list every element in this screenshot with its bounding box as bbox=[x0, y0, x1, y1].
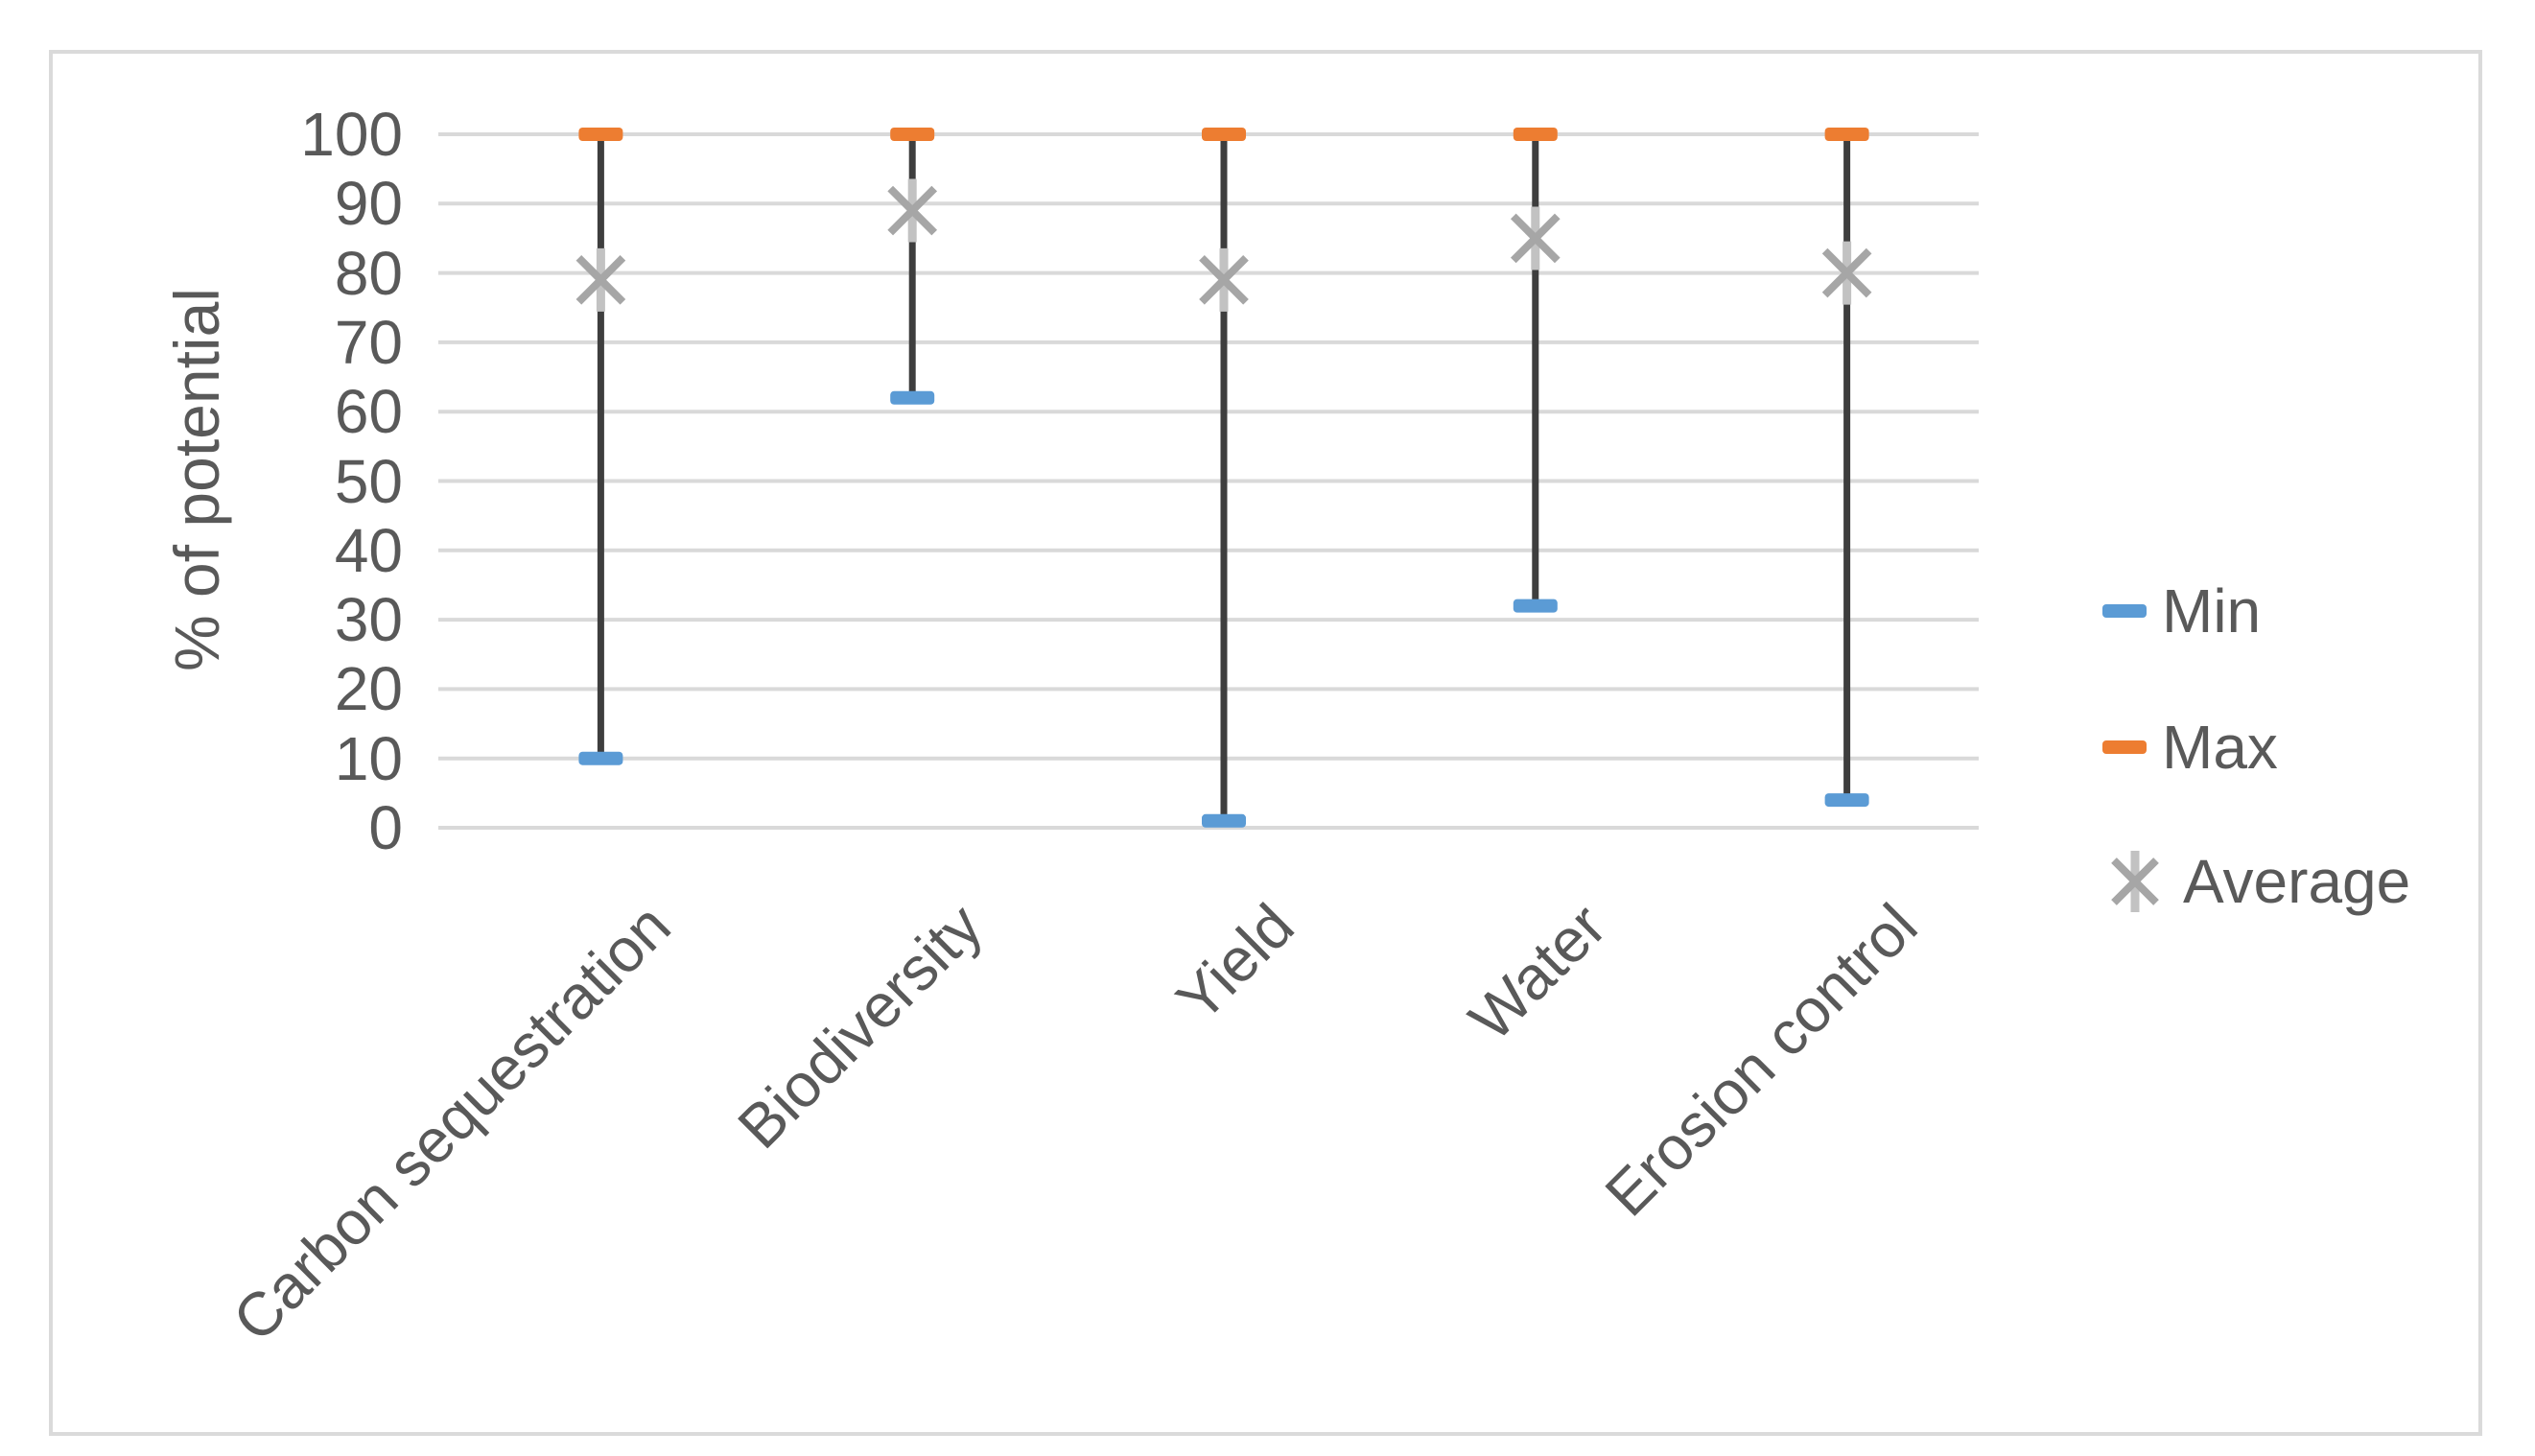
y-tick-label-70: 70 bbox=[334, 307, 403, 377]
y-tick-label-80: 80 bbox=[334, 238, 403, 308]
max-marker-yield bbox=[1202, 128, 1246, 141]
legend-min-dash-icon bbox=[2102, 604, 2147, 618]
legend-label-min: Min bbox=[2162, 576, 2262, 646]
legend-label-max: Max bbox=[2162, 713, 2278, 782]
y-tick-label-10: 10 bbox=[334, 723, 403, 793]
average-marker-diag2-water bbox=[1510, 213, 1561, 264]
legend-item-average: Average bbox=[2102, 846, 2410, 917]
y-tick-label-30: 30 bbox=[334, 585, 403, 655]
average-marker-diag2-carbon-sequestration bbox=[575, 255, 626, 305]
y-tick-label-20: 20 bbox=[334, 654, 403, 724]
legend-star-stroke bbox=[2111, 857, 2159, 905]
legend-max-dash-icon bbox=[2102, 740, 2147, 754]
max-marker-water bbox=[1513, 128, 1558, 141]
min-marker-water bbox=[1513, 599, 1558, 613]
average-marker-diag2-erosion-control bbox=[1821, 247, 1872, 298]
y-tick-label-100: 100 bbox=[300, 100, 403, 169]
min-marker-biodiversity bbox=[890, 390, 935, 405]
average-marker-diag2-yield bbox=[1199, 255, 1249, 305]
legend-average-star-icon bbox=[2111, 851, 2159, 912]
max-marker-carbon-sequestration bbox=[578, 128, 623, 141]
y-tick-label-60: 60 bbox=[334, 377, 403, 447]
chart-frame bbox=[49, 50, 2482, 1436]
min-marker-carbon-sequestration bbox=[578, 751, 623, 765]
legend-label-average: Average bbox=[2183, 847, 2411, 916]
legend-item-max: Max bbox=[2102, 712, 2278, 783]
min-marker-yield bbox=[1202, 813, 1246, 828]
y-tick-label-0: 0 bbox=[368, 793, 403, 862]
y-tick-label-40: 40 bbox=[334, 515, 403, 585]
max-marker-erosion-control bbox=[1824, 128, 1869, 141]
min-marker-erosion-control bbox=[1824, 793, 1869, 808]
legend-item-min: Min bbox=[2102, 575, 2261, 646]
max-marker-biodiversity bbox=[890, 128, 935, 141]
y-tick-label-90: 90 bbox=[334, 169, 403, 239]
y-tick-label-50: 50 bbox=[334, 446, 403, 516]
average-marker-diag2-biodiversity bbox=[887, 185, 938, 236]
